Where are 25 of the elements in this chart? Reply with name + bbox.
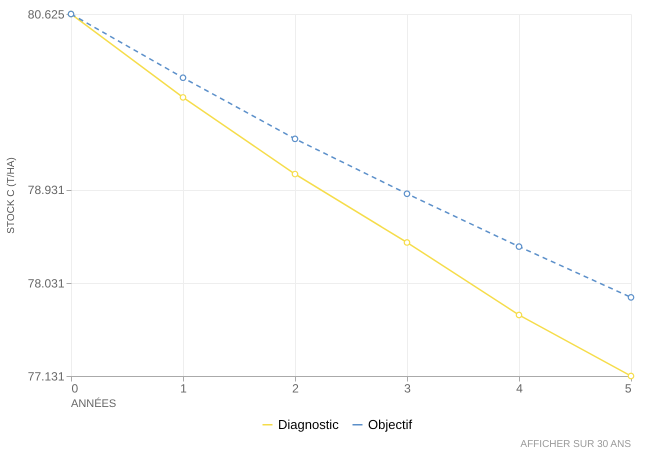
point xyxy=(628,294,634,301)
y-tick-label: 80.625 xyxy=(28,8,65,22)
x-tick-label: 5 xyxy=(624,382,632,396)
y-axis-title: STOCK C (T/HA) xyxy=(6,157,17,234)
point xyxy=(404,190,410,198)
y-tick-label: 78.031 xyxy=(28,276,65,290)
point xyxy=(516,243,522,250)
x-axis-title: ANNÉES xyxy=(71,397,116,410)
x-tick-label: 4 xyxy=(516,382,524,396)
point xyxy=(404,239,410,246)
point xyxy=(292,136,298,142)
point xyxy=(628,372,634,380)
y-tick-label: 77.131 xyxy=(28,370,65,384)
legend-label: Objectif xyxy=(368,416,412,432)
point xyxy=(180,74,186,82)
x-tick-label: 2 xyxy=(292,382,300,396)
x-tick-label: 3 xyxy=(404,382,412,396)
text: AFFICHER SUR 30 ANS xyxy=(520,439,632,450)
legend-label: Diagnostic xyxy=(278,416,340,432)
point xyxy=(180,94,186,101)
x-tick-label: 0 xyxy=(72,382,78,396)
y-tick-label: 78.931 xyxy=(28,183,65,198)
x-tick-label: 1 xyxy=(180,382,188,396)
point xyxy=(292,170,298,178)
point xyxy=(516,312,522,318)
